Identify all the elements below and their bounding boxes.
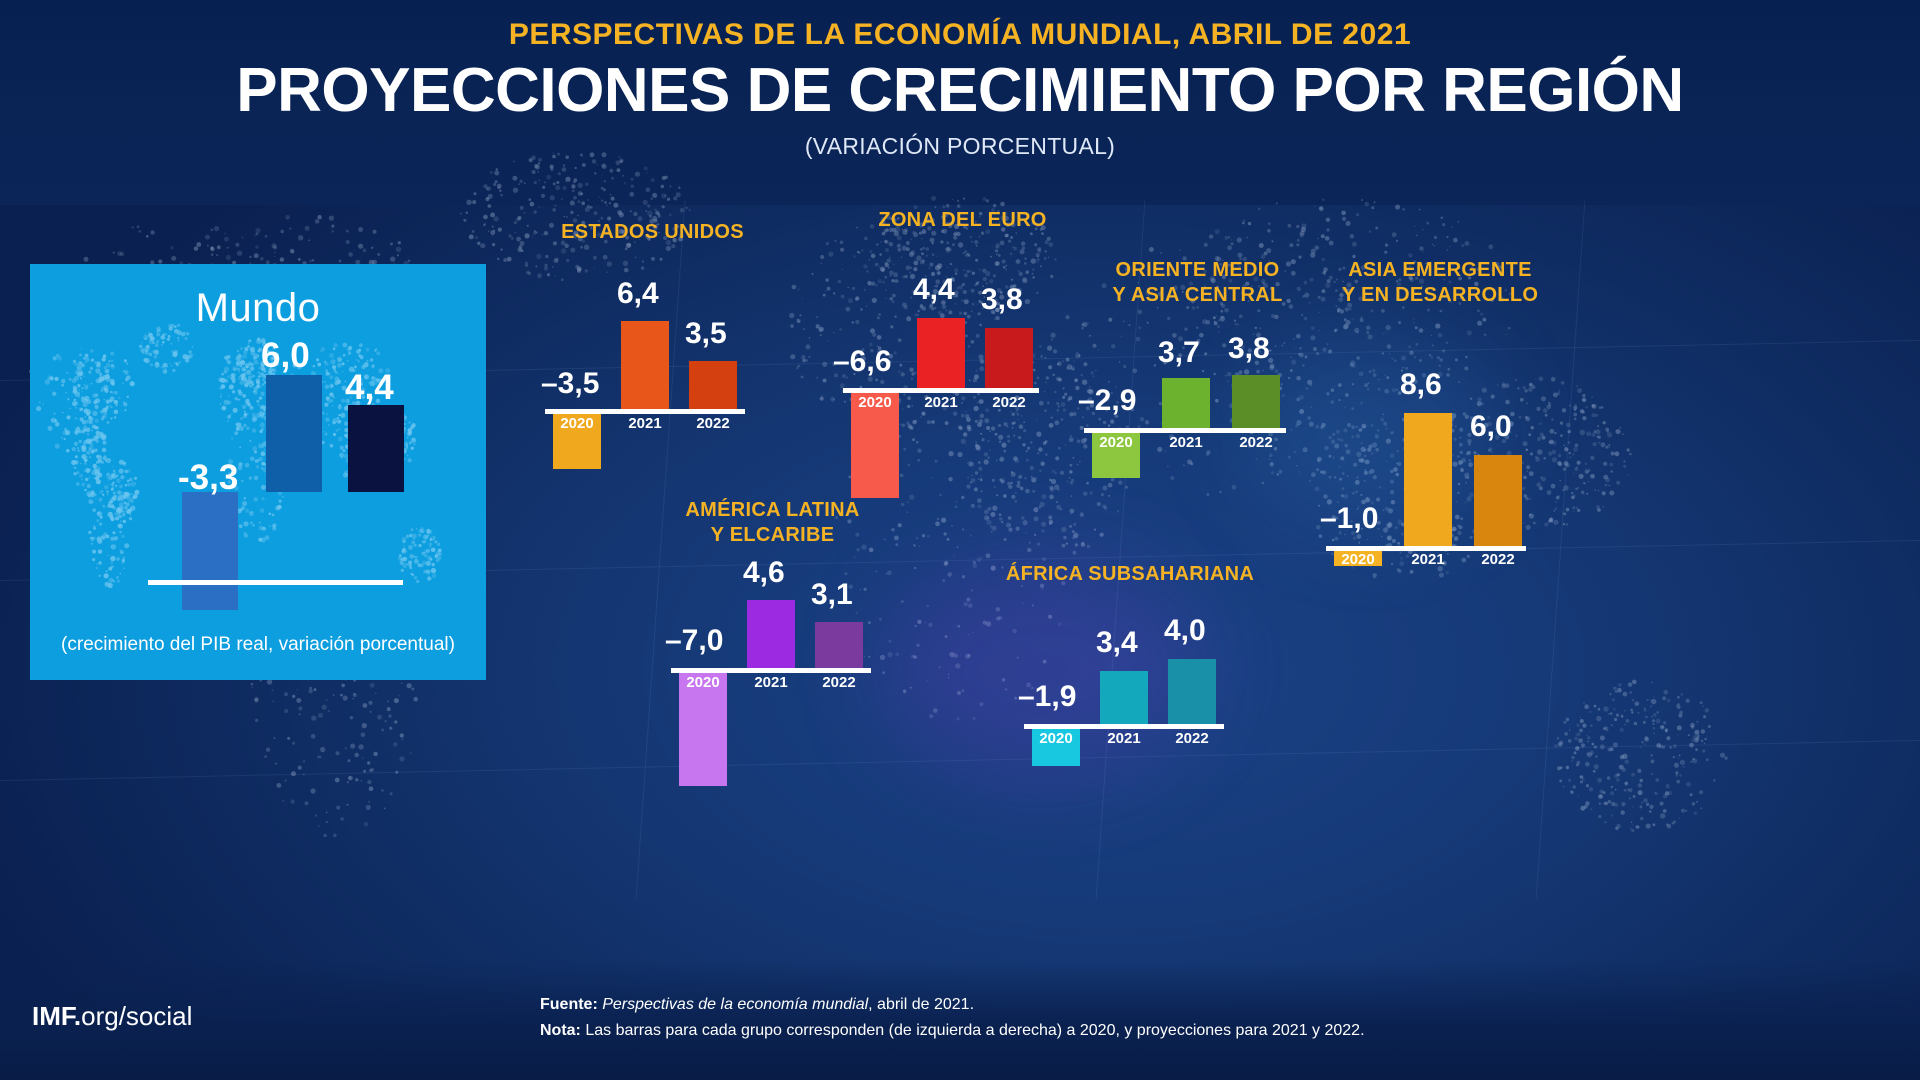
page-title: PROYECCIONES DE CRECIMIENTO POR REGIÓN — [0, 58, 1920, 123]
value-oriente-medio-2022: 3,8 — [1228, 332, 1270, 366]
year-asia-emergente-2020: 2020 — [1334, 551, 1382, 568]
value-asia-emergente-2022: 6,0 — [1470, 410, 1512, 444]
chart-estados-unidos: ESTADOS UNIDOS –3,5 6,4 3,5 2020 2021 20… — [545, 220, 760, 470]
world-chart-title: Mundo — [30, 286, 486, 331]
plot-america-latina: –7,0 4,6 3,1 2020 2021 2022 — [665, 560, 880, 810]
value-estados-unidos-2021: 6,4 — [617, 277, 659, 311]
value-america-latina-2022: 3,1 — [811, 578, 853, 612]
value-africa-2022: 4,0 — [1164, 614, 1206, 648]
value-america-latina-2020: –7,0 — [665, 624, 723, 658]
bar-zona-del-euro-2021 — [917, 318, 965, 390]
source-label: Fuente: — [540, 996, 598, 1013]
bar-africa-2021 — [1100, 671, 1148, 726]
source-rest: , abril de 2021. — [868, 996, 974, 1013]
year-oriente-medio-2022: 2022 — [1232, 434, 1280, 451]
year-asia-emergente-2022: 2022 — [1474, 551, 1522, 568]
chart-africa-subsahariana: ÁFRICA SUBSAHARIANA –1,9 3,4 4,0 2020 20… — [1000, 562, 1260, 791]
plot-asia-emergente: –1,0 8,6 6,0 2020 2021 2022 — [1330, 320, 1550, 570]
plot-africa-subsahariana: –1,9 3,4 4,0 2020 2021 2022 — [1000, 601, 1260, 791]
year-africa-2020: 2020 — [1032, 730, 1080, 747]
world-bar-2022 — [348, 405, 404, 492]
imf-logo[interactable]: IMF.org/social — [32, 1001, 192, 1032]
world-bar-2020 — [182, 492, 238, 610]
chart-america-latina-y-el-caribe: AMÉRICA LATINA Y ELCARIBE –7,0 4,6 3,1 2… — [665, 498, 880, 810]
note-text: Las barras para cada grupo corresponden … — [585, 1022, 1364, 1039]
year-oriente-medio-2021: 2021 — [1162, 434, 1210, 451]
value-africa-2021: 3,4 — [1096, 626, 1138, 660]
year-zona-del-euro-2020: 2020 — [851, 394, 899, 411]
bar-america-latina-2021 — [747, 600, 795, 670]
bar-oriente-medio-2021 — [1162, 378, 1210, 430]
world-bar-2021 — [266, 375, 322, 492]
chart-zona-del-euro: ZONA DEL EURO –6,6 4,4 3,8 2020 2021 202… — [855, 208, 1070, 493]
year-zona-del-euro-2021: 2021 — [917, 394, 965, 411]
plot-oriente-medio-y-asia-central: –2,9 3,7 3,8 2020 2021 2022 — [1090, 320, 1305, 520]
value-zona-del-euro-2022: 3,8 — [981, 283, 1023, 317]
year-estados-unidos-2022: 2022 — [689, 415, 737, 432]
kicker-text: PERSPECTIVAS DE LA ECONOMÍA MUNDIAL, ABR… — [0, 18, 1920, 52]
year-africa-2021: 2021 — [1100, 730, 1148, 747]
value-estados-unidos-2020: –3,5 — [541, 367, 599, 401]
chart-title-zona-del-euro: ZONA DEL EURO — [855, 208, 1070, 233]
bar-estados-unidos-2021 — [621, 321, 669, 411]
note-label: Nota: — [540, 1022, 581, 1039]
chart-title-africa-subsahariana: ÁFRICA SUBSAHARIANA — [1000, 562, 1260, 587]
header: PERSPECTIVAS DE LA ECONOMÍA MUNDIAL, ABR… — [0, 18, 1920, 160]
chart-oriente-medio-y-asia-central: ORIENTE MEDIO Y ASIA CENTRAL –2,9 3,7 3,… — [1090, 258, 1305, 520]
chart-title-estados-unidos: ESTADOS UNIDOS — [545, 220, 760, 245]
value-asia-emergente-2020: –1,0 — [1320, 502, 1378, 536]
bar-asia-emergente-2022 — [1474, 455, 1522, 546]
value-america-latina-2021: 4,6 — [743, 556, 785, 590]
world-zero-line — [148, 580, 403, 585]
year-america-latina-2022: 2022 — [815, 674, 863, 691]
imf-logo-bold: IMF. — [32, 1001, 81, 1031]
plot-estados-unidos: –3,5 6,4 3,5 2020 2021 2022 — [545, 255, 760, 470]
bar-oriente-medio-2022 — [1232, 375, 1280, 430]
value-asia-emergente-2021: 8,6 — [1400, 368, 1442, 402]
zero-line-zona-del-euro — [843, 388, 1039, 393]
value-africa-2020: –1,9 — [1018, 680, 1076, 714]
year-america-latina-2021: 2021 — [747, 674, 795, 691]
year-estados-unidos-2020: 2020 — [553, 415, 601, 432]
chart-title-oriente-medio-y-asia-central: ORIENTE MEDIO Y ASIA CENTRAL — [1090, 258, 1305, 308]
footer-notes: Fuente: Perspectivas de la economía mund… — [540, 996, 1365, 1048]
year-oriente-medio-2020: 2020 — [1092, 434, 1140, 451]
value-estados-unidos-2022: 3,5 — [685, 317, 727, 351]
chart-title-america-latina: AMÉRICA LATINA Y ELCARIBE — [665, 498, 880, 548]
chart-asia-emergente-y-en-desarrollo: ASIA EMERGENTE Y EN DESARROLLO –1,0 8,6 … — [1330, 258, 1550, 570]
note-line: Nota: Las barras para cada grupo corresp… — [540, 1022, 1365, 1040]
year-america-latina-2020: 2020 — [679, 674, 727, 691]
world-value-2021: 6,0 — [261, 336, 310, 376]
value-oriente-medio-2020: –2,9 — [1078, 384, 1136, 418]
imf-logo-rest: org/social — [81, 1001, 192, 1031]
value-zona-del-euro-2020: –6,6 — [833, 345, 891, 379]
source-line: Fuente: Perspectivas de la economía mund… — [540, 996, 1365, 1014]
year-africa-2022: 2022 — [1168, 730, 1216, 747]
world-chart-plot — [30, 352, 486, 602]
zero-line-estados-unidos — [545, 409, 745, 414]
zero-line-america-latina — [671, 668, 871, 673]
year-zona-del-euro-2022: 2022 — [985, 394, 1033, 411]
bar-zona-del-euro-2022 — [985, 328, 1033, 390]
plot-zona-del-euro: –6,6 4,4 3,8 2020 2021 2022 — [855, 243, 1070, 493]
value-zona-del-euro-2021: 4,4 — [913, 273, 955, 307]
subtitle-text: (VARIACIÓN PORCENTUAL) — [0, 133, 1920, 160]
value-oriente-medio-2021: 3,7 — [1158, 336, 1200, 370]
year-asia-emergente-2021: 2021 — [1404, 551, 1452, 568]
zero-line-africa — [1024, 724, 1224, 729]
year-estados-unidos-2021: 2021 — [621, 415, 669, 432]
bar-estados-unidos-2022 — [689, 361, 737, 411]
bar-asia-emergente-2021 — [1404, 413, 1452, 546]
world-caption: (crecimiento del PIB real, variación por… — [30, 634, 486, 656]
world-value-2020: -3,3 — [178, 458, 238, 498]
world-panel: Mundo -3,3 6,0 4,4 2020 2021 2022 Proyec… — [30, 264, 486, 680]
bar-africa-2022 — [1168, 659, 1216, 726]
chart-title-asia-emergente: ASIA EMERGENTE Y EN DESARROLLO — [1330, 258, 1550, 308]
source-title: Perspectivas de la economía mundial — [602, 996, 868, 1013]
world-value-2022: 4,4 — [345, 368, 394, 408]
zero-line-oriente-medio — [1084, 428, 1286, 433]
bar-america-latina-2022 — [815, 622, 863, 670]
